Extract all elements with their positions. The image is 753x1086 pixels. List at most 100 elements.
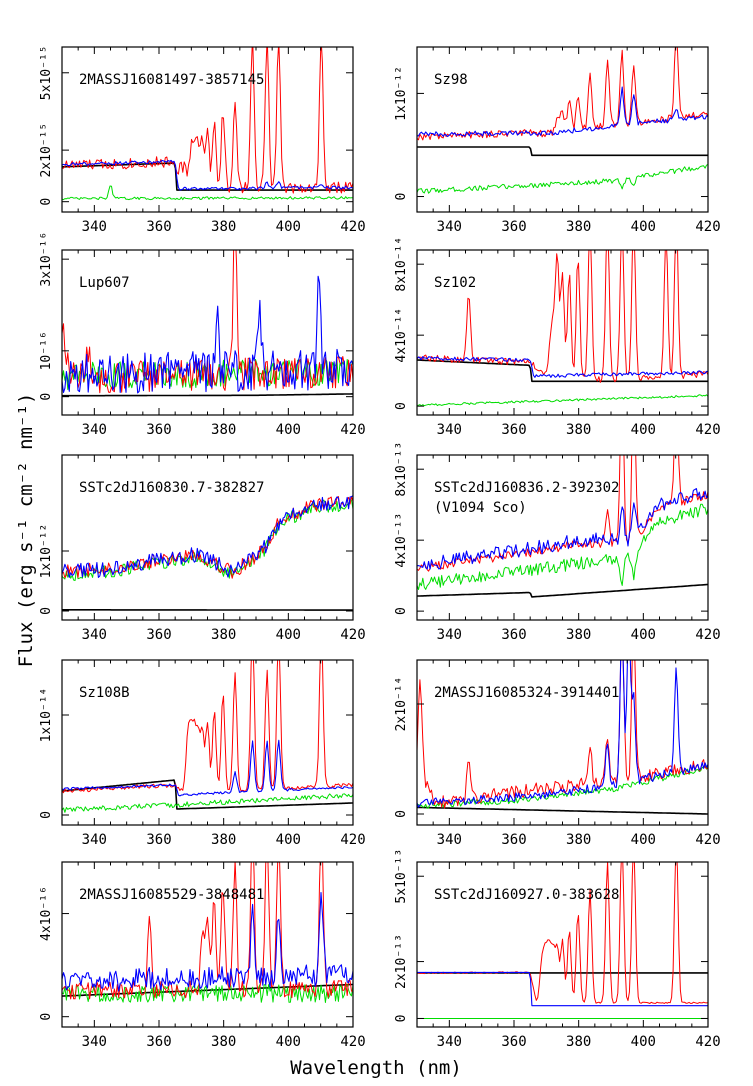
x-tick-label: 380: [211, 422, 236, 438]
x-tick-label: 420: [340, 422, 365, 438]
series-slab: [417, 806, 708, 815]
x-tick-label: 340: [437, 422, 462, 438]
x-tick-label: 360: [501, 627, 526, 643]
panel-title: Sz102: [434, 275, 476, 291]
y-tick-label: 1x10⁻¹⁴: [39, 688, 54, 743]
x-tick-label: 380: [211, 219, 236, 235]
series-fit: [62, 892, 353, 992]
x-tick-label: 360: [501, 832, 526, 848]
x-tick-label: 400: [631, 219, 656, 235]
series-photosphere: [417, 503, 708, 590]
x-tick-label: 340: [82, 627, 107, 643]
x-tick-label: 380: [566, 832, 591, 848]
x-tick-label: 340: [437, 219, 462, 235]
x-tick-label: 420: [340, 627, 365, 643]
x-tick-label: 400: [631, 832, 656, 848]
panel-5: 340 360 380 400 420 0 4x10⁻¹³ 8x10⁻¹³ SSTc2dJ160…: [394, 442, 721, 643]
x-tick-label: 360: [501, 422, 526, 438]
x-tick-label: 420: [695, 627, 720, 643]
series-data: [62, 496, 353, 579]
x-tick-label: 340: [82, 219, 107, 235]
y-tick-label: 5x10⁻¹⁵: [39, 45, 54, 100]
x-tick-label: 340: [82, 832, 107, 848]
x-tick-label: 340: [437, 627, 462, 643]
x-tick-label: 360: [146, 627, 171, 643]
panel-2: 340 360 380 400 420 0 10⁻¹⁶ 3x10⁻¹⁶ Lup607: [39, 232, 366, 438]
series-photosphere: [62, 499, 353, 581]
y-tick-label: 1x10⁻¹²: [39, 524, 54, 579]
series-data: [417, 250, 708, 383]
y-tick-label: 0: [39, 198, 54, 206]
y-tick-label: 8x10⁻¹⁴: [394, 237, 409, 292]
x-tick-label: 380: [211, 1034, 236, 1050]
x-tick-label: 380: [211, 832, 236, 848]
x-tick-label: 400: [276, 422, 301, 438]
y-tick-label: 2x10⁻¹³: [394, 934, 409, 989]
x-tick-label: 420: [695, 832, 720, 848]
panel-title: 2MASSJ16081497-3857145: [79, 72, 264, 88]
series-photosphere: [62, 185, 353, 201]
panel-subtitle: (V1094 Sco): [434, 500, 527, 516]
y-tick-label: 10⁻¹⁶: [39, 331, 54, 370]
x-tick-label: 360: [146, 422, 171, 438]
plot-area: [62, 495, 353, 611]
series-fit: [417, 356, 708, 378]
plot-area: [62, 660, 353, 813]
series-slab: [62, 779, 353, 810]
y-tick-label: 0: [394, 1015, 409, 1023]
x-tick-label: 420: [695, 219, 720, 235]
x-tick-label: 420: [340, 1034, 365, 1050]
y-tick-label: 2x10⁻¹⁴: [394, 677, 409, 732]
x-tick-label: 380: [566, 1034, 591, 1050]
y-tick-label: 0: [39, 811, 54, 819]
x-tick-label: 360: [146, 219, 171, 235]
series-photosphere: [62, 984, 353, 1003]
series-fit: [62, 739, 353, 797]
y-tick-label: 4x10⁻¹⁴: [394, 308, 409, 363]
panel-4: 340 360 380 400 420 0 1x10⁻¹² SSTc2dJ160830.7-3…: [39, 454, 366, 643]
y-tick-label: 4x10⁻¹³: [394, 513, 409, 568]
x-tick-label: 360: [146, 1034, 171, 1050]
x-tick-label: 400: [631, 627, 656, 643]
panel-title: SSTc2dJ160927.0-383628: [434, 887, 619, 903]
y-tick-label: 0: [394, 193, 409, 201]
x-tick-label: 400: [276, 1034, 301, 1050]
panel-title: 2MASSJ16085529-3848481: [79, 887, 264, 903]
panel-title: SSTc2dJ160830.7-382827: [79, 480, 264, 496]
x-tick-label: 400: [631, 1034, 656, 1050]
series-data: [417, 455, 708, 572]
x-tick-label: 420: [695, 422, 720, 438]
x-tick-label: 360: [146, 832, 171, 848]
x-tick-label: 400: [276, 832, 301, 848]
series-data: [417, 660, 708, 809]
x-tick-label: 400: [276, 219, 301, 235]
panel-8: 340 360 380 400 420 0 4x10⁻¹⁶ 2MASSJ16085529-38…: [39, 861, 366, 1050]
plot-area: [417, 455, 708, 598]
y-tick-label: 0: [39, 607, 54, 615]
plot-area: [417, 862, 708, 1019]
series-slab: [62, 393, 353, 397]
series-fit: [417, 660, 708, 808]
panel-6: 340 360 380 400 420 0 1x10⁻¹⁴ Sz108B: [39, 659, 366, 848]
y-tick-label: 5x10⁻¹³: [394, 849, 409, 904]
plot-area: [417, 47, 708, 194]
series-slab: [417, 146, 708, 157]
y-tick-label: 0: [394, 402, 409, 410]
y-tick-label: 8x10⁻¹³: [394, 442, 409, 497]
panel-title: Lup607: [79, 275, 130, 291]
panel-3: 340 360 380 400 420 0 4x10⁻¹⁴ 8x10⁻¹⁴ Sz102: [394, 237, 721, 438]
series-fit: [417, 86, 708, 138]
panel-title: 2MASSJ16085324-3914401: [434, 685, 619, 701]
x-tick-label: 400: [631, 422, 656, 438]
y-tick-label: 0: [39, 393, 54, 401]
x-axis-title: Wavelength (nm): [290, 1057, 462, 1079]
y-tick-label: 0: [39, 1013, 54, 1021]
x-tick-label: 420: [340, 832, 365, 848]
y-tick-label: 2x10⁻¹⁵: [39, 123, 54, 178]
x-tick-label: 340: [82, 422, 107, 438]
series-photosphere: [417, 164, 708, 194]
y-tick-label: 0: [394, 810, 409, 818]
panel-title: Sz98: [434, 72, 468, 88]
panel-7: 340 360 380 400 420 0 2x10⁻¹⁴ 2MASSJ16085324-39…: [394, 659, 721, 848]
